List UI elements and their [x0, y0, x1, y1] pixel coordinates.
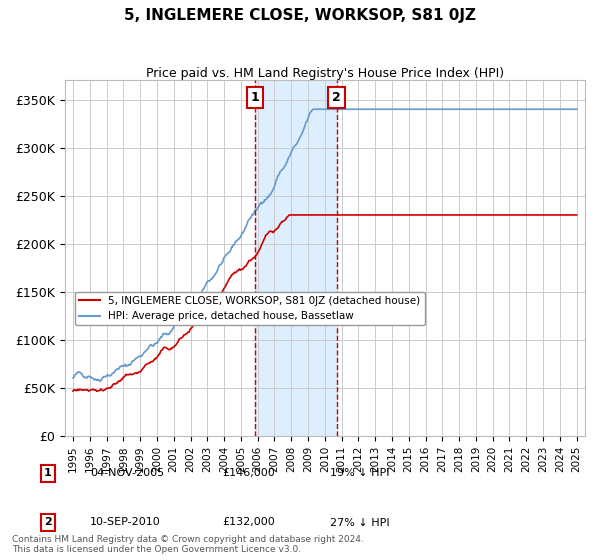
Text: 2: 2: [332, 91, 341, 104]
Text: £132,000: £132,000: [222, 517, 275, 528]
Text: 5, INGLEMERE CLOSE, WORKSOP, S81 0JZ: 5, INGLEMERE CLOSE, WORKSOP, S81 0JZ: [124, 8, 476, 24]
Legend: 5, INGLEMERE CLOSE, WORKSOP, S81 0JZ (detached house), HPI: Average price, detac: 5, INGLEMERE CLOSE, WORKSOP, S81 0JZ (de…: [75, 292, 425, 325]
Text: £146,000: £146,000: [222, 468, 275, 478]
Text: Contains HM Land Registry data © Crown copyright and database right 2024.
This d: Contains HM Land Registry data © Crown c…: [12, 535, 364, 554]
Text: 27% ↓ HPI: 27% ↓ HPI: [330, 517, 389, 528]
Text: 19% ↓ HPI: 19% ↓ HPI: [330, 468, 389, 478]
Text: 10-SEP-2010: 10-SEP-2010: [90, 517, 161, 528]
Text: 2: 2: [44, 517, 52, 528]
Bar: [255, 81, 337, 436]
Text: 04-NOV-2005: 04-NOV-2005: [90, 468, 164, 478]
Text: 1: 1: [44, 468, 52, 478]
Text: 1: 1: [251, 91, 259, 104]
Title: Price paid vs. HM Land Registry's House Price Index (HPI): Price paid vs. HM Land Registry's House …: [146, 67, 504, 81]
